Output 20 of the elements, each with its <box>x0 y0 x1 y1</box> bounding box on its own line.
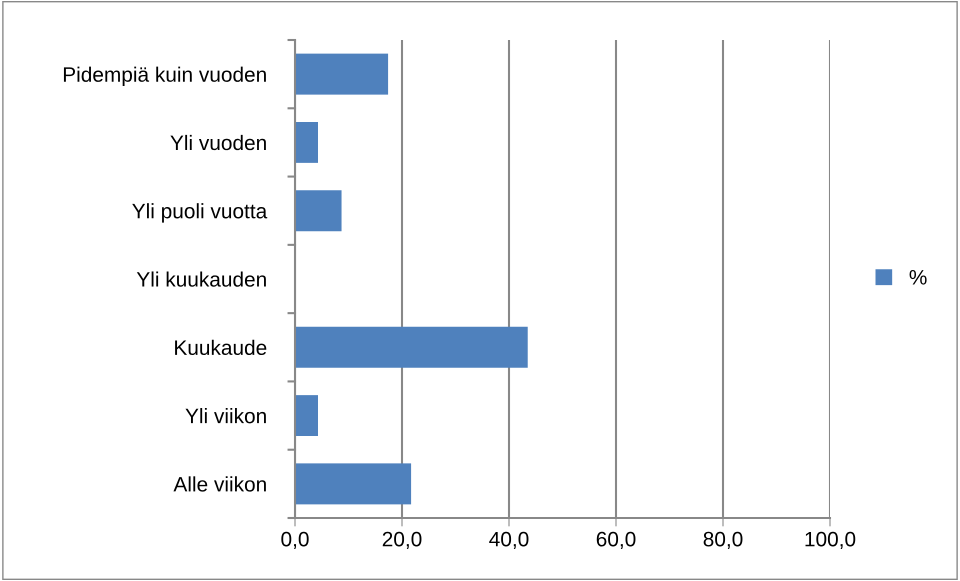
x-tick-label: 60,0 <box>596 532 636 549</box>
y-tick-label: Yli vuoden <box>170 134 266 150</box>
y-tick-label: Yli puoli vuotta <box>132 203 268 223</box>
y-tick-label: Kuukaude <box>175 340 266 356</box>
y-tick-label: Yli kuukauden <box>136 271 266 287</box>
y-tick-label: Pidempiä kuin vuoden <box>64 66 266 86</box>
x-tick-label: 0,0 <box>281 532 309 549</box>
legend-label: % <box>910 270 927 285</box>
x-tick-label: 100,0 <box>806 532 856 549</box>
x-tick-label: 80,0 <box>704 532 742 549</box>
x-tick-label: 20,0 <box>382 532 422 549</box>
bar <box>295 463 412 504</box>
bar <box>295 122 318 163</box>
bar <box>295 54 388 95</box>
bar <box>295 190 342 232</box>
y-tick-label: Alle viikon <box>173 476 266 492</box>
x-tick-label: 40,0 <box>489 532 528 549</box>
bar <box>295 395 318 436</box>
y-tick-label: Yli viikon <box>185 408 266 424</box>
bar <box>295 326 528 368</box>
